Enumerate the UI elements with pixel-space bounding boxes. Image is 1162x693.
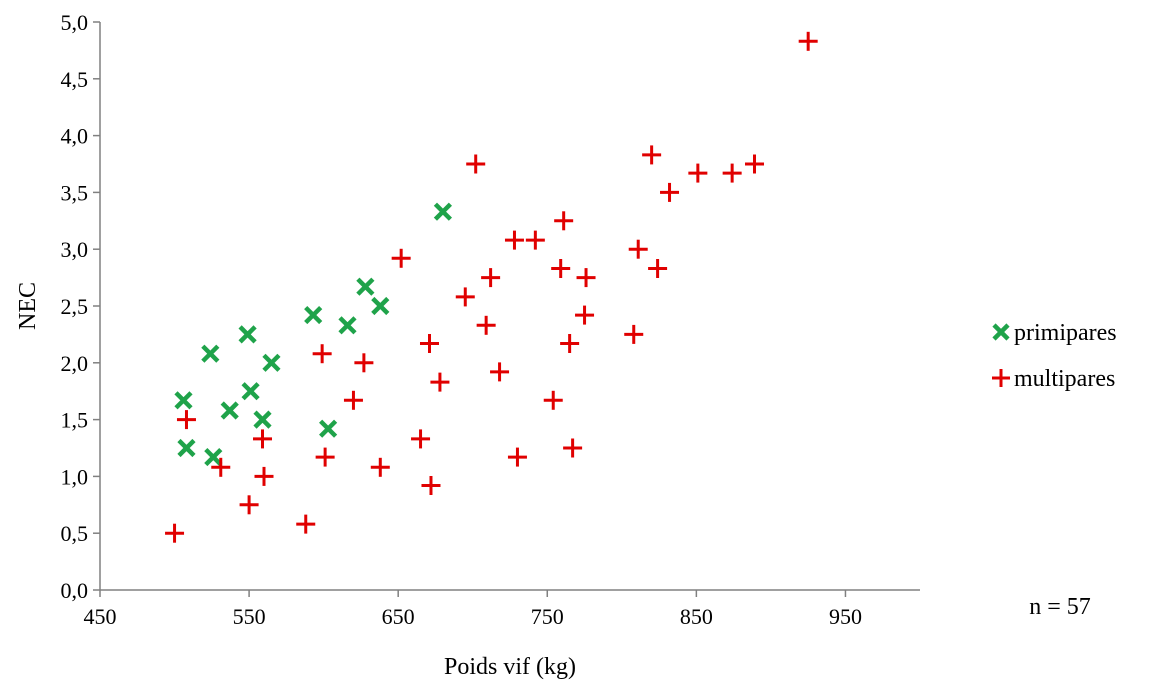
legend-label-multipares: multipares xyxy=(1014,366,1115,392)
sample-size-annotation: n = 57 xyxy=(1029,594,1091,620)
y-tick-label: 2,0 xyxy=(61,351,89,376)
legend-item-primipares: primipares xyxy=(992,320,1117,346)
x-tick-label: 550 xyxy=(233,604,266,629)
point-multipares xyxy=(798,31,818,51)
x-tick-label: 650 xyxy=(382,604,415,629)
point-multipares xyxy=(176,410,196,430)
point-multipares xyxy=(507,447,527,467)
point-multipares xyxy=(312,344,332,364)
y-tick-label: 3,0 xyxy=(61,237,89,262)
point-multipares xyxy=(554,211,574,231)
legend-plus-glyph xyxy=(992,369,1010,387)
point-primipares xyxy=(371,296,390,316)
x-tick-label: 850 xyxy=(680,604,713,629)
legend: primipares multipares xyxy=(992,320,1117,392)
point-primipares xyxy=(174,391,193,410)
point-multipares xyxy=(490,362,510,382)
point-multipares xyxy=(253,429,273,449)
legend-marker-primipares xyxy=(992,323,1010,341)
point-multipares xyxy=(343,390,363,410)
point-multipares xyxy=(419,333,439,353)
point-primipares xyxy=(220,401,239,420)
point-multipares xyxy=(525,230,545,250)
point-multipares xyxy=(481,268,501,288)
point-multipares xyxy=(411,429,431,449)
y-tick-label: 0,5 xyxy=(61,521,89,546)
x-tick-label: 450 xyxy=(84,604,117,629)
point-multipares xyxy=(563,438,583,458)
x-tick-label: 950 xyxy=(829,604,862,629)
x-tick-label: 750 xyxy=(531,604,564,629)
point-multipares xyxy=(239,495,259,515)
point-primipares xyxy=(338,316,357,335)
point-multipares xyxy=(315,447,335,467)
point-multipares xyxy=(551,259,571,279)
point-multipares xyxy=(576,268,596,288)
point-multipares xyxy=(642,145,662,165)
axes xyxy=(99,22,920,591)
point-multipares xyxy=(254,466,274,486)
point-multipares xyxy=(421,475,441,495)
point-multipares xyxy=(370,457,390,477)
point-multipares xyxy=(354,353,374,373)
point-multipares xyxy=(391,248,411,268)
y-tick-label: 2,5 xyxy=(61,294,89,319)
point-multipares xyxy=(466,154,486,174)
point-multipares xyxy=(165,523,185,543)
point-primipares xyxy=(201,344,220,363)
y-tick-label: 5,0 xyxy=(61,10,89,35)
point-multipares xyxy=(722,163,742,183)
x-axis-ticks: 450 550 650 750 850 950 xyxy=(84,590,862,629)
point-multipares xyxy=(296,514,316,534)
y-tick-label: 0,0 xyxy=(61,578,89,603)
y-tick-label: 3,5 xyxy=(61,180,89,205)
point-multipares xyxy=(560,333,580,353)
point-primipares xyxy=(304,305,323,325)
legend-label-primipares: primipares xyxy=(1014,320,1117,346)
legend-marker-multipares xyxy=(992,369,1010,387)
point-primipares xyxy=(356,277,375,296)
point-multipares xyxy=(211,457,231,477)
legend-x-glyph xyxy=(992,323,1010,341)
point-primipares xyxy=(262,353,281,372)
legend-item-multipares: multipares xyxy=(992,366,1115,392)
point-multipares xyxy=(543,390,563,410)
point-primipares xyxy=(433,202,453,221)
y-tick-label: 4,0 xyxy=(61,124,89,149)
point-multipares xyxy=(628,239,648,259)
point-multipares xyxy=(648,259,668,279)
y-tick-label: 4,5 xyxy=(61,67,89,92)
point-primipares xyxy=(241,382,260,401)
point-primipares xyxy=(177,438,196,458)
point-multipares xyxy=(430,372,450,392)
y-axis-ticks: 0,0 0,5 1,0 1,5 2,0 2,5 3,0 3,5 4,0 4,5 5,0 xyxy=(61,10,100,603)
point-multipares xyxy=(745,154,765,174)
point-multipares xyxy=(476,315,496,335)
point-primipares xyxy=(238,325,257,344)
point-primipares xyxy=(319,419,338,438)
y-tick-label: 1,5 xyxy=(61,408,89,433)
y-tick-label: 1,0 xyxy=(61,464,89,489)
point-primipares xyxy=(204,447,223,467)
point-primipares xyxy=(253,410,272,429)
x-axis-title: Poids vif (kg) xyxy=(444,654,576,680)
point-multipares xyxy=(575,305,595,325)
point-multipares xyxy=(504,230,524,250)
data-points xyxy=(165,31,818,543)
point-multipares xyxy=(660,182,680,202)
y-axis-title: NEC xyxy=(15,282,41,330)
point-multipares xyxy=(455,287,475,307)
point-multipares xyxy=(688,163,708,183)
point-multipares xyxy=(624,324,644,344)
